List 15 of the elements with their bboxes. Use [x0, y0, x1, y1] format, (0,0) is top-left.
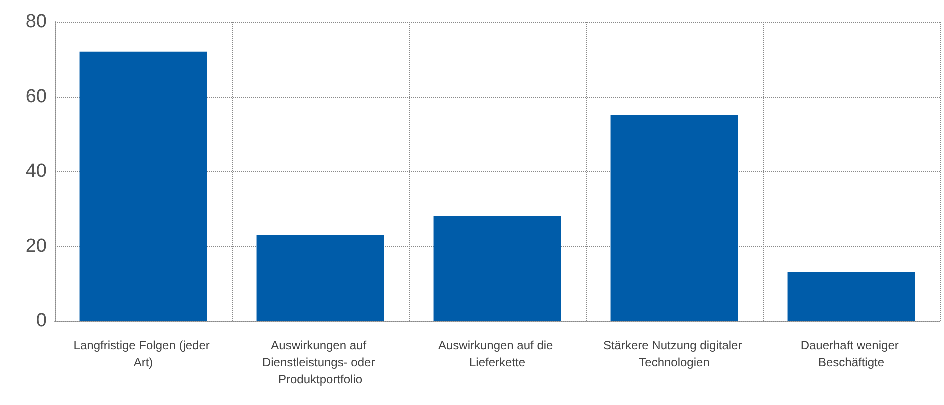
bar	[80, 52, 208, 321]
x-tick-label: Dauerhaft weniger Beschäftigte	[800, 338, 902, 370]
bar	[256, 235, 384, 321]
bar	[434, 216, 562, 321]
y-tick-label: 0	[36, 310, 47, 332]
x-tick-label: Langfristige Folgen (jeder Art)	[74, 338, 214, 370]
y-tick-label: 60	[26, 86, 47, 108]
y-tick-label: 80	[26, 12, 47, 32]
y-tick-label: 40	[26, 161, 47, 182]
x-tick-label: Auswirkungen auf Dienstleistungs- oder Produktportfolio	[262, 338, 379, 386]
x-tick-label: Stärkere Nutzung digitaler Technologien	[603, 338, 746, 370]
bar	[788, 272, 916, 321]
x-tick-label: Auswirkungen auf die Lieferkette	[438, 338, 557, 370]
y-tick-label: 20	[26, 236, 47, 257]
bar	[610, 115, 738, 321]
